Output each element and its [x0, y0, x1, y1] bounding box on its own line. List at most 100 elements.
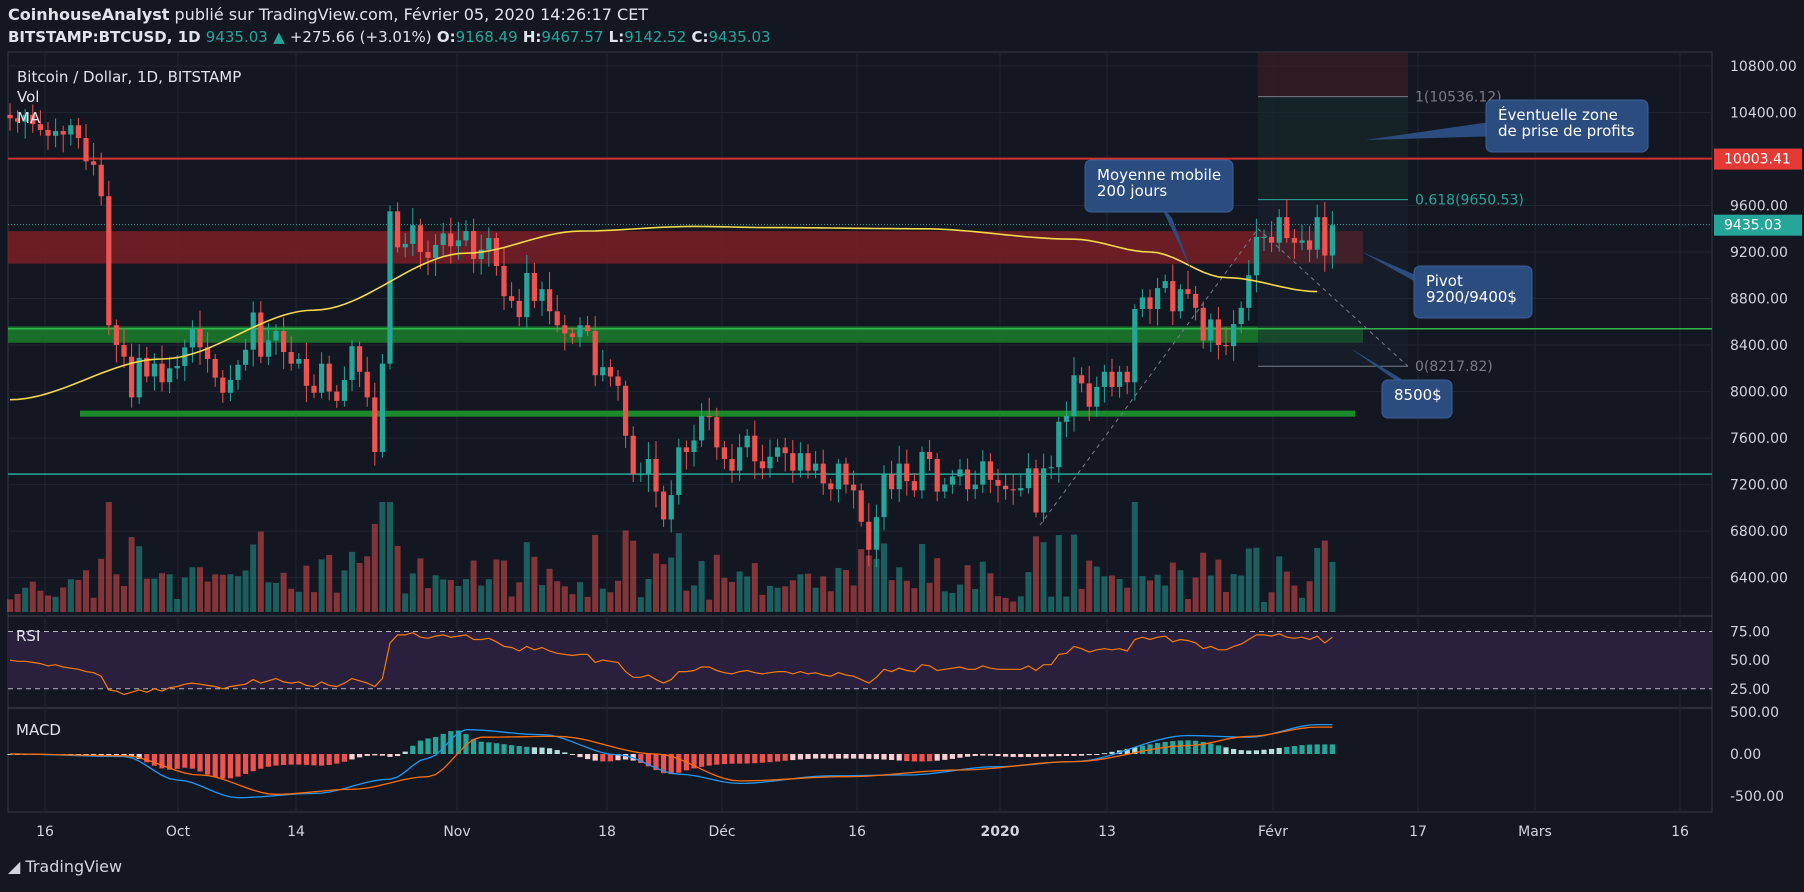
volume-bar [964, 565, 971, 612]
volume-bar [1215, 559, 1222, 612]
macd-histogram-bar [820, 754, 826, 759]
macd-histogram-bar [1033, 754, 1039, 757]
target-box [1258, 52, 1408, 97]
macd-histogram-bar [425, 738, 431, 754]
callout-text: Moyenne mobile [1097, 166, 1221, 184]
candle [501, 265, 507, 297]
candle [1200, 307, 1206, 341]
candle [1071, 375, 1077, 416]
volume-bar [979, 561, 986, 612]
macd-histogram-bar [402, 751, 408, 754]
macd-histogram-bar [30, 754, 36, 755]
macd-histogram-bar [805, 754, 811, 759]
macd-histogram-bar [995, 754, 1001, 757]
candle [721, 447, 727, 460]
candle [828, 483, 834, 490]
volume-bar [1116, 579, 1123, 612]
signal-line [10, 726, 1333, 795]
candle [410, 225, 416, 244]
callout-box [1084, 159, 1234, 213]
volume-bar [729, 581, 735, 612]
macd-histogram-bar [174, 754, 180, 769]
volume-bar [227, 574, 234, 612]
candle [349, 346, 355, 380]
volume-bar [1162, 585, 1169, 612]
candle [1025, 468, 1031, 489]
candle [486, 238, 492, 250]
volume-bar [159, 573, 165, 612]
volume-bar [136, 546, 143, 612]
macd-histogram-bar [486, 742, 492, 754]
candle [448, 233, 454, 247]
volume-bar [1147, 580, 1153, 612]
volume-bar [1276, 556, 1283, 612]
author-name[interactable]: CoinhouseAnalyst [8, 5, 170, 24]
macd-histogram-bar [387, 754, 393, 757]
volume-bar [949, 592, 956, 612]
fib-label: 0(8217.82) [1415, 359, 1493, 375]
macd-histogram-bar [303, 754, 309, 765]
macd-histogram-bar [395, 754, 401, 757]
volume-bar [1040, 542, 1047, 612]
macd-histogram-bar [1177, 740, 1183, 754]
macd-histogram-bar [934, 754, 940, 761]
volume-bar [90, 597, 97, 612]
macd-histogram-bar [630, 754, 636, 761]
candle [987, 461, 993, 480]
volume-bar [425, 588, 431, 612]
candle [273, 331, 279, 341]
volume-bar [98, 558, 105, 612]
candle [744, 435, 750, 448]
tradingview-logo[interactable]: ◢ TradingView [8, 857, 122, 876]
volume-bar [881, 543, 887, 612]
macd-histogram-bar [524, 746, 530, 754]
volume-bar [7, 599, 13, 612]
volume-bar [22, 587, 29, 612]
macd-histogram-bar [775, 754, 781, 762]
macd-histogram-bar [1246, 750, 1252, 754]
volume-bar [865, 555, 872, 612]
macd-histogram-bar [311, 754, 317, 766]
x-tick-label: Nov [443, 824, 470, 840]
volume-bar [531, 556, 538, 612]
candle [851, 484, 857, 491]
macd-histogram-bar [493, 743, 499, 754]
candle [463, 231, 469, 241]
candle [220, 377, 226, 393]
macd-histogram-bar [440, 733, 446, 754]
candle [577, 325, 583, 337]
candle [159, 363, 165, 383]
macd-histogram-bar [83, 754, 89, 756]
macd-histogram-bar [1086, 754, 1092, 756]
candle [1063, 415, 1069, 422]
candle [1261, 236, 1267, 238]
fib-label: 0.618(9650.53) [1415, 193, 1524, 209]
x-tick-label: 14 [287, 824, 305, 840]
l-label: L: [608, 28, 625, 46]
candle [212, 359, 218, 378]
macd-histogram-bar [129, 754, 135, 757]
y-tick-label: 10400.00 [1730, 105, 1797, 121]
x-tick-label: 16 [848, 824, 866, 840]
symbol: BITSTAMP:BTCUSD, 1D [8, 28, 201, 46]
callout-box [1485, 99, 1649, 153]
macd-histogram-bar [235, 754, 241, 777]
volume-bar [341, 570, 348, 612]
candle [417, 225, 423, 253]
candle [699, 415, 705, 441]
volume-bar [987, 573, 994, 612]
macd-histogram-bar [851, 754, 857, 759]
volume-bar [265, 582, 272, 612]
volume-bar [660, 564, 667, 612]
macd-histogram-bar [957, 754, 963, 758]
candle [296, 359, 302, 364]
volume-bar [379, 502, 386, 612]
candle [889, 474, 895, 490]
candle [805, 453, 811, 471]
volume-bar [364, 556, 371, 612]
volume-bar [189, 567, 196, 612]
candle [1185, 289, 1191, 294]
x-tick-label: 16 [1671, 824, 1689, 840]
candle [379, 363, 385, 453]
